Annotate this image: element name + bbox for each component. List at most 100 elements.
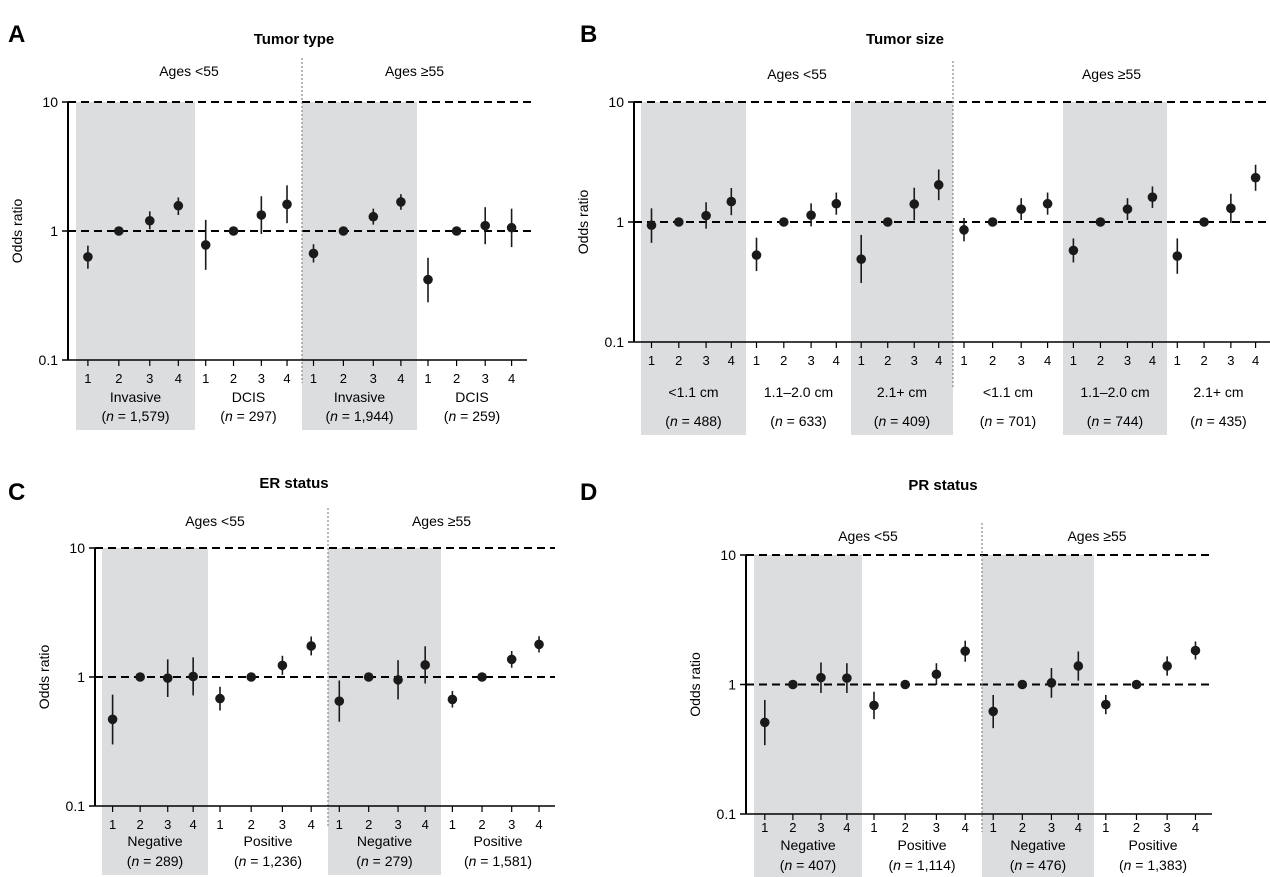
x-tick-label: 2 — [453, 371, 460, 386]
data-point — [368, 211, 379, 222]
x-tick-label: 3 — [1018, 353, 1025, 368]
data-point — [144, 215, 155, 226]
x-tick-label: 3 — [258, 371, 265, 386]
x-tick-label: 1 — [84, 371, 91, 386]
data-point — [959, 225, 969, 235]
x-tick-label: 4 — [175, 371, 182, 386]
data-point — [1016, 204, 1026, 214]
data-point — [788, 679, 798, 690]
data-point — [882, 217, 893, 227]
group-n-label: (n = 407) — [780, 857, 836, 873]
group-label: DCIS — [455, 389, 488, 405]
data-point — [646, 220, 657, 231]
group-shade-1 — [641, 102, 746, 435]
panel-letter: B — [580, 21, 597, 48]
data-point — [277, 660, 288, 671]
y-axis-label: Odds ratio — [687, 652, 703, 717]
group-n-label: (n = 297) — [220, 408, 276, 424]
y-tick-label: 0.1 — [39, 352, 59, 368]
x-tick-label: 3 — [933, 820, 940, 835]
data-point — [107, 714, 118, 725]
group-n-label: (n = 1,236) — [234, 853, 302, 869]
group-label: Positive — [243, 833, 292, 849]
x-tick-label: 1 — [449, 817, 456, 832]
data-point — [451, 226, 462, 236]
data-point — [215, 693, 225, 704]
group-label: Negative — [780, 837, 835, 853]
x-tick-label: 1 — [753, 353, 760, 368]
data-point — [1042, 198, 1053, 209]
data-point — [1046, 678, 1057, 688]
panel-title: PR status — [908, 477, 977, 494]
data-point — [933, 180, 944, 190]
group-n-label: (n = 1,944) — [325, 408, 393, 424]
data-point — [506, 222, 517, 233]
x-tick-label: 2 — [137, 817, 144, 832]
data-point — [726, 196, 737, 207]
data-point — [760, 717, 770, 728]
data-point — [751, 250, 762, 260]
y-tick-label: 10 — [69, 540, 85, 556]
y-axis-label: Odds ratio — [9, 198, 25, 263]
data-point — [1068, 245, 1079, 256]
group-label: Positive — [897, 837, 946, 853]
group-n-label: (n = 289) — [127, 853, 183, 869]
group-shade-1 — [102, 548, 208, 875]
group-n-label: (n = 1,581) — [464, 853, 532, 869]
data-point — [1122, 204, 1133, 214]
data-point — [900, 679, 910, 690]
x-tick-label: 1 — [1070, 353, 1077, 368]
x-tick-label: 4 — [962, 820, 969, 835]
group-n-label: (n = 279) — [356, 853, 412, 869]
x-tick-label: 1 — [336, 817, 343, 832]
data-point — [987, 217, 998, 227]
panel-title: ER status — [259, 475, 328, 492]
group-label: Positive — [473, 833, 522, 849]
x-tick-label: 2 — [902, 820, 909, 835]
data-point — [420, 660, 430, 670]
x-tick-label: 2 — [1133, 820, 1140, 835]
x-tick-label: 3 — [702, 353, 709, 368]
x-tick-label: 3 — [807, 353, 814, 368]
data-point — [1190, 645, 1201, 656]
y-tick-label: 0.1 — [66, 798, 86, 814]
x-tick-label: 2 — [478, 817, 485, 832]
x-tick-label: 1 — [960, 353, 967, 368]
data-point — [1147, 192, 1158, 202]
x-tick-label: 2 — [675, 353, 682, 368]
group-label: Negative — [1010, 837, 1065, 853]
data-point — [228, 226, 239, 236]
x-tick-label: 1 — [216, 817, 223, 832]
data-point — [334, 696, 345, 706]
y-tick-label: 1 — [50, 223, 58, 239]
x-tick-label: 2 — [989, 353, 996, 368]
y-tick-label: 0.1 — [605, 334, 625, 350]
data-point — [447, 694, 458, 705]
x-tick-label: 4 — [1149, 353, 1156, 368]
data-point — [856, 254, 866, 264]
x-tick-label: 3 — [164, 817, 171, 832]
x-tick-label: 3 — [1227, 353, 1234, 368]
data-point — [338, 226, 349, 236]
group-shade-5 — [1063, 102, 1167, 435]
x-tick-label: 4 — [843, 820, 850, 835]
chart-panel-c: 0.1 1 10 Odds ratio C ER status Ages <55 Ages ≥… — [8, 475, 555, 875]
x-tick-label: 3 — [508, 817, 515, 832]
data-point — [1226, 203, 1236, 214]
x-tick-label: 1 — [870, 820, 877, 835]
x-tick-label: 1 — [424, 371, 431, 386]
data-point — [842, 673, 852, 683]
data-point — [83, 252, 93, 262]
x-tick-label: 1 — [761, 820, 768, 835]
x-tick-label: 3 — [394, 817, 401, 832]
x-tick-label: 2 — [340, 371, 347, 386]
x-tick-label: 3 — [370, 371, 377, 386]
x-tick-label: 4 — [833, 353, 840, 368]
x-tick-label: 2 — [884, 353, 891, 368]
data-point — [1073, 661, 1084, 671]
x-tick-label: 1 — [109, 817, 116, 832]
group-label: Negative — [357, 833, 412, 849]
group-label: 2.1+ cm — [877, 384, 927, 400]
data-point — [363, 672, 374, 682]
